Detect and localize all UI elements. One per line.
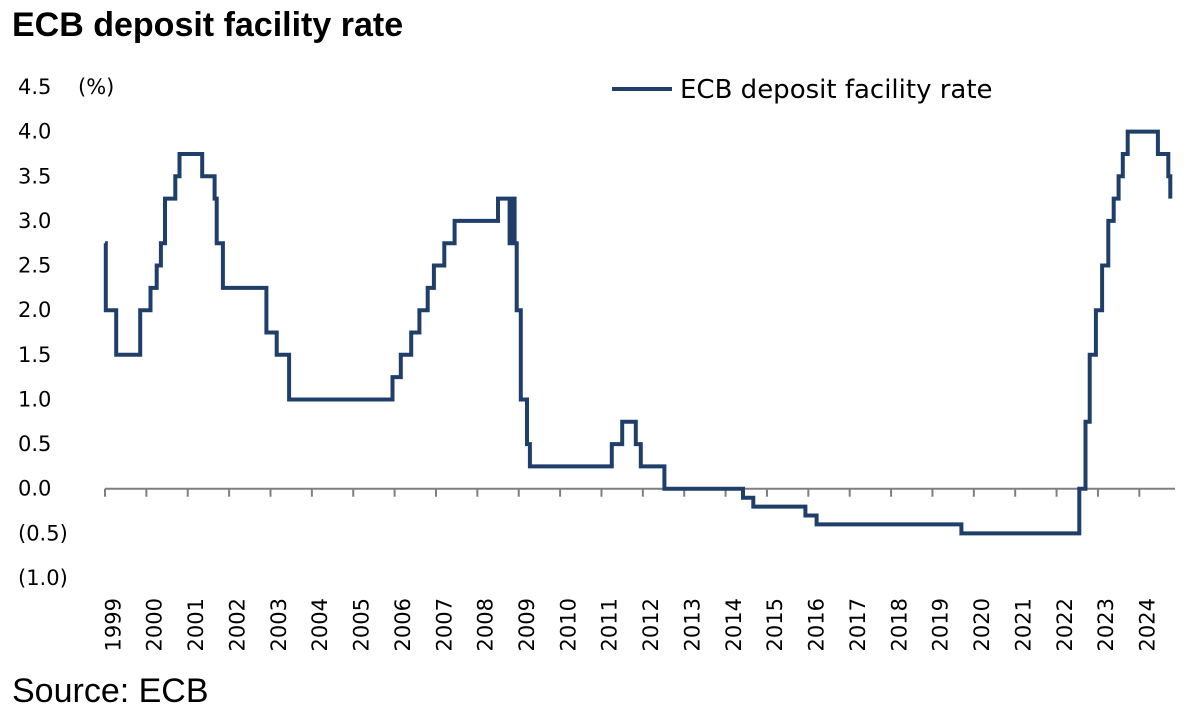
x-tick-label: 2009: [515, 598, 539, 651]
chart: 4.5 4.0 3.5 3.0 2.5 2.0 1.5 1.0 0.5 0.0 (0.5) (1.0)…: [18, 75, 1175, 651]
x-tick-label: 2013: [680, 598, 704, 651]
x-tick-label: 2016: [805, 598, 829, 651]
x-tick-label: 2011: [598, 598, 622, 651]
y-tick-label: 2.0: [18, 298, 51, 322]
y-axis-labels: 4.5 4.0 3.5 3.0 2.5 2.0 1.5 1.0 0.5 0.0 (0.5) (1.0)…: [18, 75, 114, 590]
x-tick-label: 2008: [474, 598, 498, 651]
x-tick-label: 2017: [846, 598, 870, 651]
x-tick-label: 2018: [887, 598, 911, 651]
series-layer: [103, 129, 1173, 536]
y-tick-label: 3.5: [18, 164, 51, 188]
y-tick-label: 1.5: [18, 343, 51, 367]
x-tick-label: 2014: [722, 598, 746, 651]
y-unit-label: (%): [78, 75, 114, 99]
y-tick-label: 1.0: [18, 387, 51, 411]
x-tick-label: 2000: [143, 598, 167, 651]
x-tick-label: 2001: [184, 598, 208, 651]
x-tick-label: 2022: [1053, 598, 1077, 651]
x-tick-label: 2012: [639, 598, 663, 651]
x-tick-label: 2004: [308, 598, 332, 651]
x-tick-label: 2023: [1094, 598, 1118, 651]
x-tick-label: 2010: [556, 598, 580, 651]
x-tick-label: 2021: [1011, 598, 1035, 651]
chart-title: ECB deposit facility rate: [12, 6, 404, 44]
y-tick-label: (1.0): [18, 566, 68, 590]
x-tick-label: 2019: [929, 598, 953, 651]
y-tick-label: 2.5: [18, 254, 51, 278]
x-tick-label: 1999: [101, 598, 125, 651]
x-tick-label: 2024: [1136, 598, 1160, 651]
source-note: Source: ECB: [12, 672, 209, 710]
x-tick-label: 2006: [391, 598, 415, 651]
y-tick-label: 4.0: [18, 120, 51, 144]
x-tick-label: 2007: [432, 598, 456, 651]
legend-label: ECB deposit facility rate: [680, 75, 993, 105]
y-tick-label: 0.0: [18, 477, 51, 501]
y-tick-label: 3.0: [18, 209, 51, 233]
y-tick-label: 4.5: [18, 75, 51, 99]
x-tick-label: 2005: [350, 598, 374, 651]
x-axis-labels: 1999 2000 2001 2002 2003 2004 2005 2006 2007 2008…: [101, 598, 1159, 651]
y-tick-label: 0.5: [18, 432, 51, 456]
x-tick-label: 2015: [763, 598, 787, 651]
x-axis: [104, 487, 1175, 497]
y-tick-label: (0.5): [18, 521, 68, 545]
x-tick-label: 2003: [267, 598, 291, 651]
series-line: [103, 129, 1173, 536]
legend: ECB deposit facility rate: [612, 75, 993, 105]
x-tick-label: 2020: [970, 598, 994, 651]
x-tick-label: 2002: [225, 598, 249, 651]
